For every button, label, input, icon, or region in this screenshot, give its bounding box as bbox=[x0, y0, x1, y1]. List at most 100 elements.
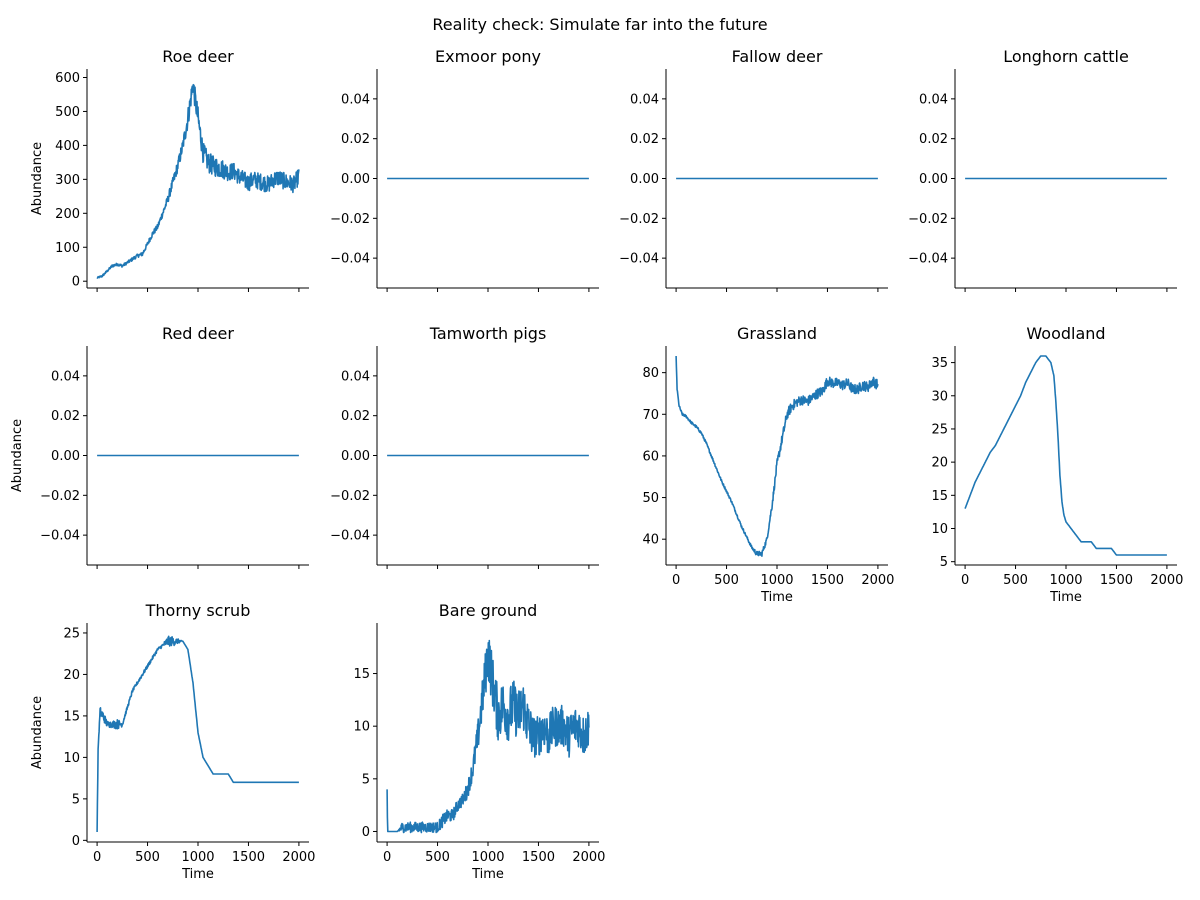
x-tick-label: 1000 bbox=[471, 850, 504, 865]
subplot-tamworth-pigs: Tamworth pigs −0.04 −0.02 0.00 0.02 0.04 bbox=[330, 324, 599, 569]
x-tick-label: 2000 bbox=[572, 850, 605, 865]
subplot-title: Roe deer bbox=[162, 47, 234, 66]
subplot-title: Longhorn cattle bbox=[1003, 47, 1129, 66]
x-tick-label: 0 bbox=[93, 850, 101, 865]
subplot-grassland: Grassland 40 50 60 70 80 0 500 1000 1500 2000 Time bbox=[642, 324, 894, 605]
subplot-title: Exmoor pony bbox=[435, 47, 541, 66]
data-line bbox=[386, 639, 590, 834]
y-tick-label: 0.02 bbox=[630, 132, 659, 147]
y-tick-label: 30 bbox=[931, 389, 948, 404]
y-tick-label: −0.02 bbox=[40, 489, 80, 504]
y-tick-label: −0.02 bbox=[330, 489, 370, 504]
x-tick-label: 2000 bbox=[1150, 573, 1183, 588]
y-tick-label: 200 bbox=[55, 207, 80, 222]
y-tick-label: −0.04 bbox=[908, 252, 948, 267]
y-tick-label: 35 bbox=[931, 356, 948, 371]
subplot-red-deer: Red deer −0.04 −0.02 0.00 0.02 0.04 Abundance bbox=[10, 324, 309, 569]
subplot-exmoor-pony: Exmoor pony −0.04 −0.02 0.00 0.02 0.04 bbox=[330, 47, 599, 292]
y-tick-label: 15 bbox=[353, 667, 370, 682]
y-tick-label: 0 bbox=[362, 825, 370, 840]
subplot-longhorn-cattle: Longhorn cattle −0.04 −0.02 0.00 0.02 0.04 bbox=[908, 47, 1177, 292]
subplot-title: Bare ground bbox=[439, 601, 538, 620]
x-tick-label: 500 bbox=[714, 573, 739, 588]
y-tick-label: 0.02 bbox=[51, 409, 80, 424]
y-tick-label: 0.00 bbox=[630, 172, 659, 187]
subplot-roe-deer: Roe deer 0 100 200 300 400 500 600 Abundance bbox=[30, 47, 309, 292]
subplot-title: Red deer bbox=[162, 324, 234, 343]
x-tick-label: 1500 bbox=[232, 850, 265, 865]
y-tick-label: 0.02 bbox=[919, 132, 948, 147]
x-tick-label: 1500 bbox=[811, 573, 844, 588]
y-tick-label: 0.02 bbox=[341, 132, 370, 147]
subplot-bare-ground: Bare ground 0 5 10 15 0 500 1000 1500 2000 Time bbox=[353, 601, 605, 882]
x-axis-label: Time bbox=[471, 867, 504, 882]
subplot-woodland: Woodland 5 10 15 20 25 30 35 0 500 1000 1500 2000 Tim… bbox=[931, 324, 1183, 605]
y-axis-label: Abundance bbox=[30, 696, 45, 769]
x-axis-label: Time bbox=[181, 867, 214, 882]
y-tick-label: 0.02 bbox=[341, 409, 370, 424]
y-tick-label: −0.04 bbox=[40, 529, 80, 544]
y-tick-label: 0.00 bbox=[51, 449, 80, 464]
y-tick-label: −0.04 bbox=[330, 529, 370, 544]
y-tick-label: 10 bbox=[353, 720, 370, 735]
y-tick-label: 500 bbox=[55, 105, 80, 120]
y-tick-label: −0.02 bbox=[330, 212, 370, 227]
y-tick-label: 400 bbox=[55, 139, 80, 154]
y-tick-label: −0.02 bbox=[619, 212, 659, 227]
y-tick-label: −0.04 bbox=[619, 252, 659, 267]
x-tick-label: 0 bbox=[383, 850, 391, 865]
x-tick-label: 0 bbox=[961, 573, 969, 588]
subplot-fallow-deer: Fallow deer −0.04 −0.02 0.00 0.02 0.04 bbox=[619, 47, 888, 292]
subplot-title: Tamworth pigs bbox=[429, 324, 547, 343]
y-tick-label: 5 bbox=[362, 772, 370, 787]
subplot-title: Woodland bbox=[1026, 324, 1105, 343]
y-tick-label: 80 bbox=[642, 366, 659, 381]
x-tick-label: 2000 bbox=[282, 850, 315, 865]
y-tick-label: 40 bbox=[642, 533, 659, 548]
subplot-title: Fallow deer bbox=[732, 47, 823, 66]
y-tick-label: 0 bbox=[72, 275, 80, 290]
figure-suptitle: Reality check: Simulate far into the fut… bbox=[432, 15, 768, 34]
y-tick-label: 600 bbox=[55, 71, 80, 86]
y-tick-label: 0.04 bbox=[341, 92, 370, 107]
x-tick-label: 1000 bbox=[181, 850, 214, 865]
data-line bbox=[96, 83, 300, 279]
x-tick-label: 1500 bbox=[1100, 573, 1133, 588]
x-tick-label: 0 bbox=[672, 573, 680, 588]
x-tick-label: 1500 bbox=[522, 850, 555, 865]
y-tick-label: −0.02 bbox=[908, 212, 948, 227]
x-tick-label: 500 bbox=[1003, 573, 1028, 588]
y-tick-label: 0.04 bbox=[919, 92, 948, 107]
subplot-thorny-scrub: Thorny scrub 0 5 10 15 20 25 0 500 1000 1500 2000 Ti… bbox=[30, 601, 315, 882]
y-tick-label: 20 bbox=[63, 668, 80, 683]
y-tick-label: 0.04 bbox=[341, 369, 370, 384]
y-tick-label: 0.04 bbox=[630, 92, 659, 107]
subplot-title: Thorny scrub bbox=[145, 601, 251, 620]
y-axis-label: Abundance bbox=[30, 142, 45, 215]
y-tick-label: 10 bbox=[931, 522, 948, 537]
x-tick-label: 500 bbox=[425, 850, 450, 865]
x-tick-label: 1000 bbox=[760, 573, 793, 588]
x-axis-label: Time bbox=[1049, 590, 1082, 605]
y-tick-label: 0.00 bbox=[919, 172, 948, 187]
y-tick-label: 0.04 bbox=[51, 369, 80, 384]
x-tick-label: 1000 bbox=[1049, 573, 1082, 588]
y-tick-label: 10 bbox=[63, 751, 80, 766]
subplot-title: Grassland bbox=[737, 324, 817, 343]
data-line bbox=[675, 355, 879, 557]
y-tick-label: 70 bbox=[642, 408, 659, 423]
data-line bbox=[96, 635, 300, 833]
y-tick-label: 5 bbox=[72, 792, 80, 807]
y-tick-label: 25 bbox=[931, 422, 948, 437]
y-tick-label: 15 bbox=[63, 709, 80, 724]
x-tick-label: 500 bbox=[135, 850, 160, 865]
y-tick-label: 0.00 bbox=[341, 172, 370, 187]
y-tick-label: −0.04 bbox=[330, 252, 370, 267]
y-tick-label: 5 bbox=[940, 555, 948, 570]
data-line bbox=[964, 355, 1168, 556]
x-tick-label: 2000 bbox=[861, 573, 894, 588]
y-axis-label: Abundance bbox=[10, 419, 25, 492]
y-tick-label: 50 bbox=[642, 491, 659, 506]
y-tick-label: 20 bbox=[931, 456, 948, 471]
